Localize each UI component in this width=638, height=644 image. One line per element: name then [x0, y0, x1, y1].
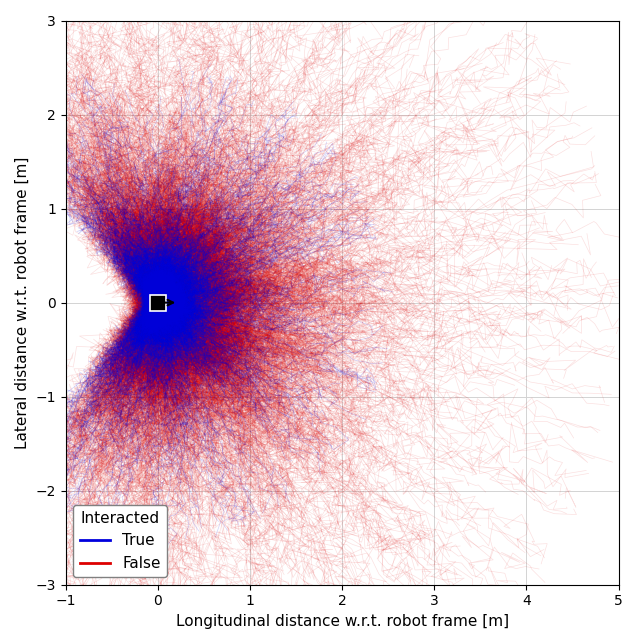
- Y-axis label: Lateral distance w.r.t. robot frame [m]: Lateral distance w.r.t. robot frame [m]: [15, 156, 30, 449]
- Legend: True, False: True, False: [73, 505, 167, 577]
- X-axis label: Longitudinal distance w.r.t. robot frame [m]: Longitudinal distance w.r.t. robot frame…: [175, 614, 508, 629]
